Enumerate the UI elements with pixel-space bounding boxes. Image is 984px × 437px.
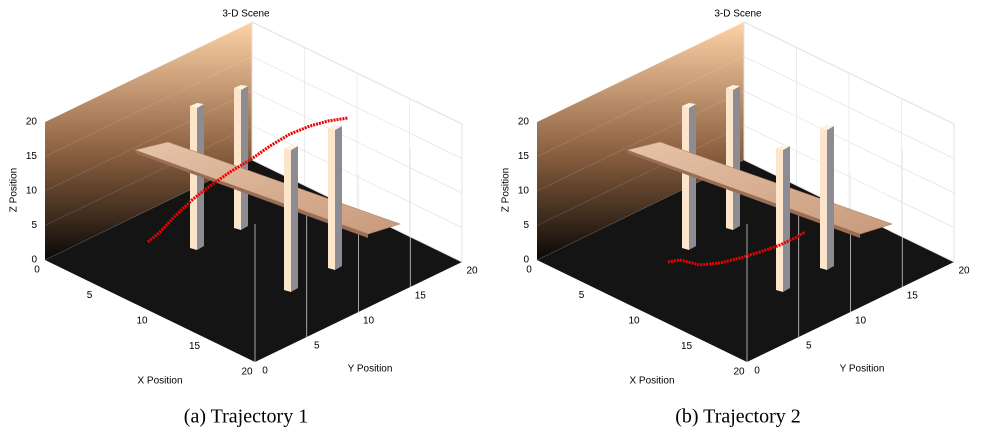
x-tick-label: 15 xyxy=(681,341,693,352)
pillar-side xyxy=(733,86,740,230)
z-tick-label: 0 xyxy=(31,255,37,266)
pillar-side xyxy=(689,104,696,250)
caption: (a) Trajectory 1 xyxy=(184,406,308,428)
floor xyxy=(45,160,462,362)
plank-edge xyxy=(135,150,368,238)
x-tick-label: 15 xyxy=(189,341,201,352)
x-tick-label: 5 xyxy=(579,290,585,301)
x-axis-label: X Position xyxy=(629,376,674,387)
y-tick-label: 10 xyxy=(363,316,375,327)
pillar-top xyxy=(820,125,834,130)
panel-title: 3-D Scene xyxy=(714,9,762,20)
grid-line xyxy=(44,21,253,123)
pillar-face xyxy=(328,128,335,270)
pillar-face xyxy=(820,128,827,270)
pillar-face xyxy=(682,106,689,250)
z-axis-label: Z Position xyxy=(501,168,512,212)
x-tick-label: 0 xyxy=(526,265,532,276)
y-tick-label: 15 xyxy=(415,291,427,302)
z-tick-label: 5 xyxy=(523,220,529,231)
pillar-top xyxy=(190,103,204,108)
y-tick-label: 0 xyxy=(262,366,268,377)
pillar-top xyxy=(328,125,342,130)
floor xyxy=(537,160,954,362)
pillar-top xyxy=(234,85,248,90)
x-tick-label: 5 xyxy=(87,290,93,301)
grid-line xyxy=(251,125,463,228)
y-tick-label: 15 xyxy=(907,291,919,302)
grid-line xyxy=(743,21,955,125)
pillar-top xyxy=(726,85,740,90)
pillar-top xyxy=(682,103,696,108)
z-tick-label: 20 xyxy=(26,117,38,128)
y-axis-label: Y Position xyxy=(348,364,393,375)
z-tick-label: 15 xyxy=(26,151,38,162)
left-wall xyxy=(45,22,252,260)
panel: 0 5 10 15 20 0 5 10 15 20 0 5 10 15 20 3-D Scene X Posit… xyxy=(9,9,478,428)
grid-line xyxy=(251,56,463,159)
grid-line xyxy=(44,125,253,226)
x-tick-label: 20 xyxy=(733,367,745,378)
x-tick-label: 20 xyxy=(241,367,253,378)
pillar-side xyxy=(827,126,834,270)
z-tick-label: 10 xyxy=(518,186,530,197)
grid-line xyxy=(251,90,463,194)
x-tick-label: 0 xyxy=(34,265,40,276)
grid-line xyxy=(44,90,253,192)
grid-line xyxy=(44,56,253,157)
left-wall xyxy=(537,22,744,260)
z-tick-label: 5 xyxy=(31,220,37,231)
grid-line xyxy=(536,21,745,123)
pillar-face xyxy=(284,148,291,292)
plank-edge xyxy=(627,150,860,238)
pillar-top xyxy=(776,145,790,150)
grid-line xyxy=(536,90,745,192)
pillar-face xyxy=(726,88,733,230)
z-tick-label: 0 xyxy=(523,255,529,266)
y-tick-label: 5 xyxy=(806,341,812,352)
pillar-side xyxy=(241,86,248,230)
pillar-side xyxy=(335,126,342,270)
pillar-face xyxy=(776,148,783,292)
grid-line xyxy=(743,125,955,228)
z-tick-label: 15 xyxy=(518,151,530,162)
caption: (b) Trajectory 2 xyxy=(675,406,801,428)
grid-line xyxy=(536,125,745,226)
grid-line xyxy=(743,90,955,194)
pillar-face xyxy=(234,88,241,230)
trajectory xyxy=(147,116,349,244)
y-axis-label: Y Position xyxy=(840,364,885,375)
panel: 0 5 10 15 20 0 5 10 15 20 0 5 10 15 20 3-D Scene X Posit… xyxy=(501,9,970,428)
pillar-side xyxy=(197,104,204,250)
z-tick-label: 20 xyxy=(518,117,530,128)
pillar-face xyxy=(190,106,197,250)
pillar-side xyxy=(783,146,790,292)
y-tick-label: 0 xyxy=(754,366,760,377)
y-tick-label: 5 xyxy=(314,341,320,352)
grid-line xyxy=(743,56,955,159)
pillar-top xyxy=(284,145,298,150)
panel-title: 3-D Scene xyxy=(222,9,270,20)
z-tick-label: 10 xyxy=(26,186,38,197)
pillar-side xyxy=(291,146,298,292)
y-tick-label: 10 xyxy=(855,316,867,327)
y-tick-label: 20 xyxy=(958,266,970,277)
x-tick-label: 10 xyxy=(628,316,640,327)
z-axis-label: Z Position xyxy=(9,168,20,212)
x-tick-label: 10 xyxy=(136,316,148,327)
x-axis-label: X Position xyxy=(137,376,182,387)
y-tick-label: 20 xyxy=(466,266,478,277)
grid-line xyxy=(251,21,463,125)
trajectory xyxy=(667,230,806,267)
grid-line xyxy=(536,56,745,157)
